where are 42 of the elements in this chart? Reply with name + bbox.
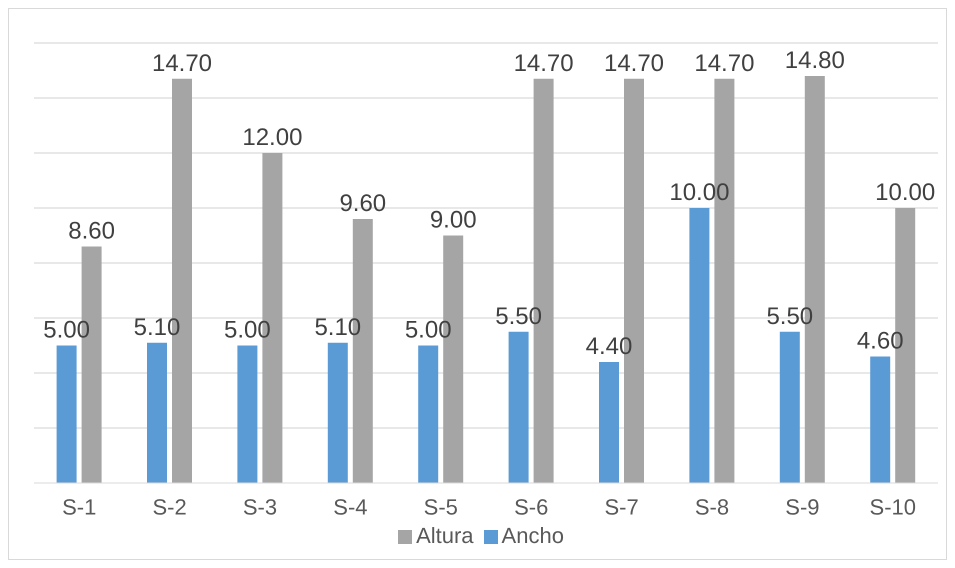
bar (780, 332, 800, 483)
x-tick-label: S-3 (242, 494, 278, 520)
data-label: 14.70 (514, 50, 574, 77)
bar (418, 346, 438, 483)
x-tick-label: S-5 (424, 494, 458, 520)
data-label: 5.50 (766, 302, 814, 330)
data-label: 10.00 (669, 179, 730, 206)
data-label: 5.00 (404, 316, 452, 344)
x-tick-label: S-7 (604, 494, 639, 520)
data-label: 14.80 (784, 47, 845, 74)
bar (237, 346, 258, 483)
bar (870, 356, 890, 483)
x-tick-label: S-10 (870, 494, 916, 520)
data-label: 14.70 (694, 50, 754, 77)
data-label: 4.60 (856, 328, 904, 354)
data-label: 5.00 (224, 316, 271, 344)
legend-label: Altura (416, 523, 474, 548)
data-label: 5.00 (43, 316, 90, 344)
x-tick-label: S-4 (333, 494, 368, 520)
x-tick-label: S-1 (62, 494, 96, 520)
x-tick-label: S-8 (694, 494, 730, 520)
bar (328, 342, 348, 483)
data-label: 5.10 (134, 314, 180, 341)
bar (508, 332, 529, 483)
data-label: 14.70 (604, 50, 664, 77)
bar (147, 342, 167, 483)
x-tick-label: S-2 (152, 494, 187, 520)
data-label: 5.10 (314, 314, 362, 341)
bar (689, 208, 710, 483)
data-label: 5.50 (495, 302, 542, 330)
data-label: 10.00 (875, 179, 936, 206)
bar (599, 362, 619, 483)
bar (56, 346, 77, 483)
data-label: 9.60 (339, 190, 386, 217)
x-tick-label: S-6 (514, 494, 548, 520)
data-label: 8.60 (68, 218, 115, 244)
legend-label: Ancho (502, 523, 564, 548)
data-label: 4.40 (586, 333, 632, 360)
data-label: 9.00 (430, 206, 477, 234)
x-tick-label: S-9 (785, 494, 820, 520)
data-label: 12.00 (242, 124, 302, 151)
data-label: 14.70 (152, 50, 212, 77)
